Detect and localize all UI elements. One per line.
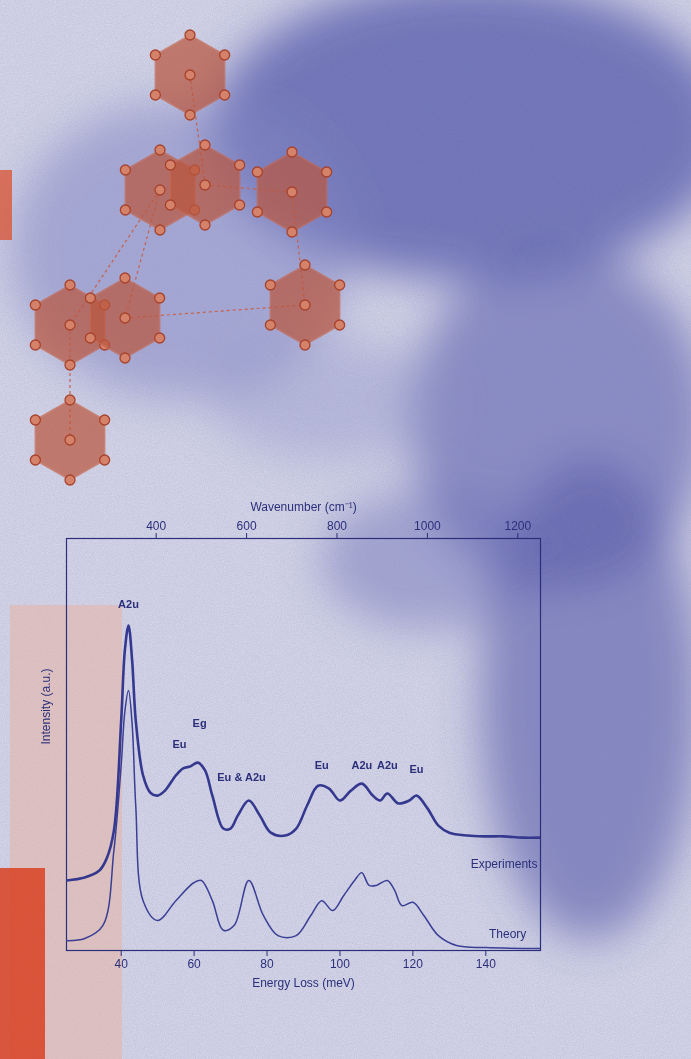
svg-text:40: 40: [115, 957, 129, 971]
svg-text:Experiments: Experiments: [471, 857, 538, 871]
svg-text:A2u: A2u: [351, 759, 372, 771]
svg-text:Intensity (a.u.): Intensity (a.u.): [39, 668, 53, 744]
svg-text:140: 140: [476, 957, 496, 971]
svg-text:Eu: Eu: [409, 763, 423, 775]
svg-text:Eu: Eu: [315, 759, 329, 771]
svg-text:Eu & A2u: Eu & A2u: [217, 771, 266, 783]
svg-text:A2u: A2u: [377, 759, 398, 771]
svg-text:600: 600: [237, 519, 257, 533]
svg-text:Energy Loss (meV): Energy Loss (meV): [252, 976, 355, 990]
svg-text:120: 120: [403, 957, 423, 971]
svg-text:60: 60: [187, 957, 201, 971]
svg-text:1000: 1000: [414, 519, 441, 533]
svg-text:Wavenumber (cm⁻¹): Wavenumber (cm⁻¹): [250, 500, 356, 514]
svg-text:100: 100: [330, 957, 350, 971]
svg-text:Eg: Eg: [193, 717, 207, 729]
svg-text:800: 800: [327, 519, 347, 533]
svg-text:400: 400: [146, 519, 166, 533]
svg-text:Theory: Theory: [489, 927, 526, 941]
svg-text:A2u: A2u: [118, 598, 139, 610]
svg-text:80: 80: [260, 957, 274, 971]
svg-text:Eu: Eu: [172, 738, 186, 750]
svg-text:1200: 1200: [504, 519, 531, 533]
